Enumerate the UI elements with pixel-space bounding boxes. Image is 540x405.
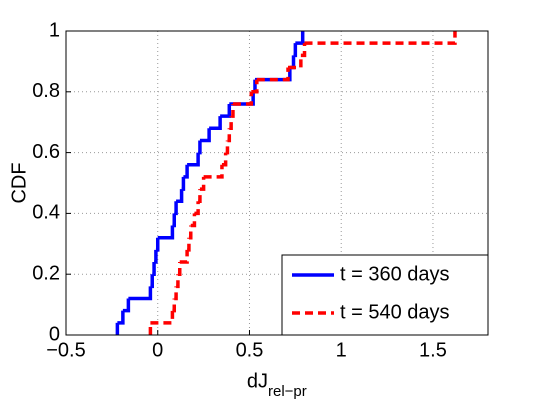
step-segment xyxy=(203,164,224,179)
step-segment xyxy=(181,176,186,191)
step-segment xyxy=(122,298,131,313)
step-segment xyxy=(289,55,296,70)
step-segment xyxy=(177,262,182,276)
step-segment xyxy=(183,164,189,179)
step-segment xyxy=(229,116,233,131)
step-segment xyxy=(227,128,232,143)
step-segment xyxy=(176,189,184,203)
series xyxy=(115,31,305,335)
step-segment xyxy=(220,103,232,118)
x-tick-label: 0 xyxy=(152,339,163,361)
step-segment xyxy=(172,298,177,313)
y-tick-label: 0.4 xyxy=(32,202,60,224)
step-segment xyxy=(221,152,228,167)
step-segment xyxy=(188,225,193,240)
plot-frame xyxy=(65,30,489,336)
step-segment xyxy=(150,274,154,289)
step-segment xyxy=(179,249,189,264)
step-segment xyxy=(288,55,303,70)
step-segment xyxy=(254,67,292,82)
y-tick-label: 0.8 xyxy=(32,80,60,102)
step-segment xyxy=(199,128,211,143)
step-segment xyxy=(231,103,235,118)
step-segment xyxy=(174,201,178,216)
legend-label: t = 540 days xyxy=(340,301,450,323)
step-segment xyxy=(232,91,254,106)
step-segment xyxy=(172,213,177,228)
step-segment xyxy=(187,237,191,252)
step-segment xyxy=(295,31,305,45)
step-segment xyxy=(154,249,158,264)
step-segment xyxy=(128,286,153,301)
step-segment xyxy=(194,201,200,216)
y-tick-label: 1 xyxy=(49,19,60,41)
step-segment xyxy=(117,310,125,325)
step-segment xyxy=(198,140,202,155)
step-segment xyxy=(198,189,202,203)
step-segment xyxy=(300,43,307,58)
y-tick-label: 0.6 xyxy=(32,141,60,163)
x-tick-label: 0.5 xyxy=(236,339,264,361)
step-segment xyxy=(176,274,180,289)
step-segment xyxy=(155,237,160,252)
legend-label: t = 360 days xyxy=(340,263,450,285)
y-axis-label: CDF xyxy=(8,162,30,203)
step-segment xyxy=(152,262,156,276)
x-axis-label-subscript: rel−pr xyxy=(268,383,307,400)
step-segment xyxy=(209,116,222,131)
step-segment xyxy=(225,140,230,155)
legend: t = 360 days t = 540 days xyxy=(281,254,489,336)
x-tick-label: 1 xyxy=(336,339,347,361)
step-segment xyxy=(150,310,175,325)
step-segment xyxy=(256,67,290,82)
step-segment xyxy=(157,225,175,240)
step-segment xyxy=(174,286,178,301)
step-segment xyxy=(304,31,457,45)
step-segment xyxy=(251,79,259,94)
step-segment xyxy=(293,43,298,58)
step-segment xyxy=(199,176,206,191)
x-tick-label: 1.5 xyxy=(419,339,447,361)
x-tick-label: −0.5 xyxy=(46,339,85,361)
legend-box xyxy=(281,254,489,336)
y-tick-label: 0.2 xyxy=(32,262,60,284)
y-tick-label: 0 xyxy=(49,323,60,345)
step-segment xyxy=(187,152,200,167)
series xyxy=(148,31,457,335)
x-axis-label: dJ xyxy=(247,370,268,392)
step-segment xyxy=(253,79,257,94)
step-segment xyxy=(190,213,197,228)
